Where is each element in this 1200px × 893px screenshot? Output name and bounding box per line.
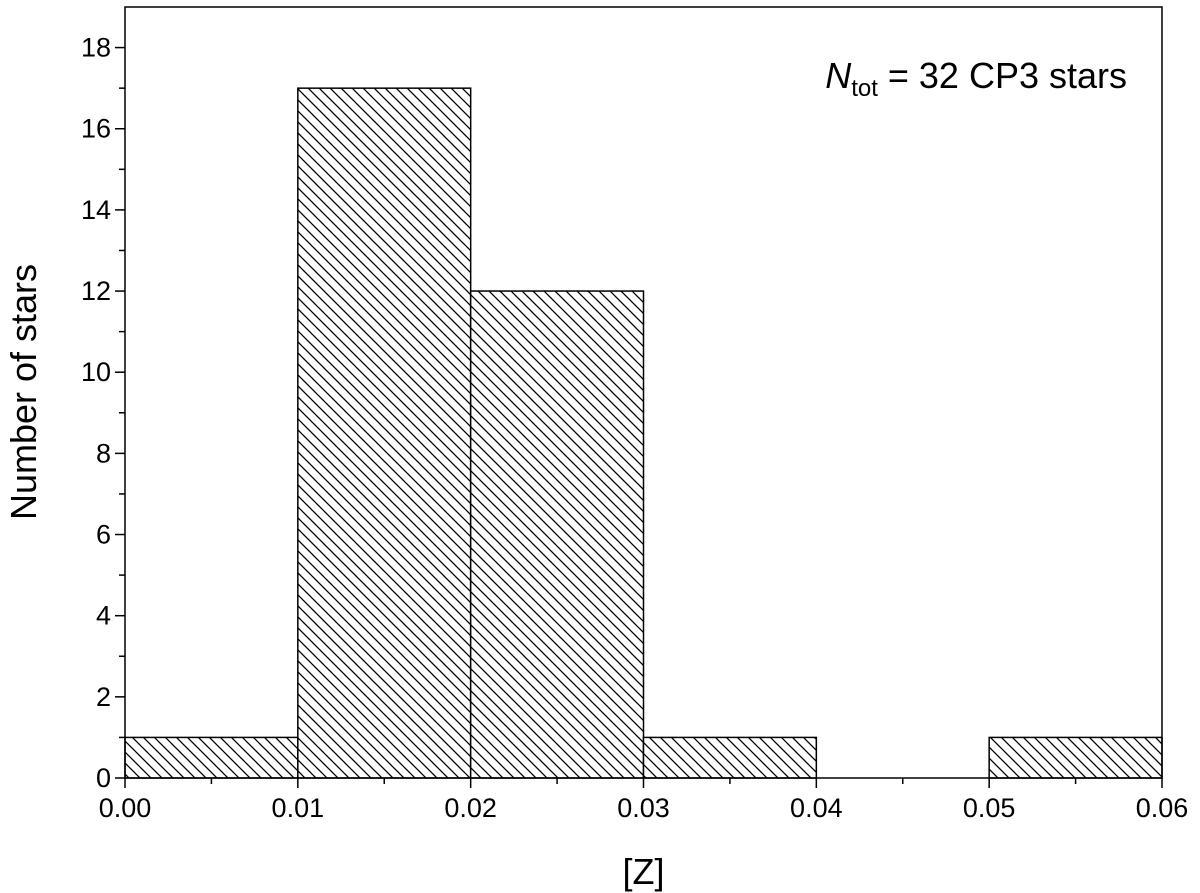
histogram-bar-5 (988, 736, 1163, 779)
total-count-annotation: Ntot = 32 CP3 stars (825, 55, 1127, 102)
y-tick-label: 18 (81, 33, 111, 63)
y-tick-label: 8 (96, 438, 111, 468)
y-tick-label: 4 (96, 601, 111, 631)
y-tick-label: 12 (81, 276, 111, 306)
x-tick-label: 0.01 (272, 793, 325, 823)
annotation-text: = 32 CP3 stars (878, 55, 1127, 96)
x-axis: 0.00 0.01 0.02 0.03 0.04 0.05 0.06 (99, 778, 1189, 823)
x-tick-label: 0.05 (963, 793, 1016, 823)
y-tick-label: 6 (96, 520, 111, 550)
histogram-bar-3 (642, 736, 818, 779)
y-tick-label: 16 (81, 114, 111, 144)
histogram-bar-0 (124, 736, 299, 779)
x-axis-title: [Z] (623, 851, 665, 892)
x-tick-label: 0.06 (1136, 793, 1189, 823)
histogram-bar-2 (469, 290, 645, 779)
y-axis: 0 2 4 6 8 10 12 14 16 18 (81, 33, 125, 793)
x-tick-label: 0.02 (444, 793, 497, 823)
histogram-bar-1 (297, 87, 472, 779)
y-tick-label: 10 (81, 357, 111, 387)
x-tick-label: 0.04 (790, 793, 843, 823)
y-tick-label: 14 (81, 195, 111, 225)
x-tick-label: 0.03 (617, 793, 670, 823)
y-tick-label: 0 (96, 763, 111, 793)
y-axis-title: Number of stars (3, 264, 44, 520)
histogram-bars (124, 87, 1163, 779)
y-tick-label: 2 (96, 682, 111, 712)
annotation-symbol: N (825, 55, 852, 96)
annotation-subscript: tot (851, 75, 878, 102)
x-tick-label: 0.00 (99, 793, 152, 823)
